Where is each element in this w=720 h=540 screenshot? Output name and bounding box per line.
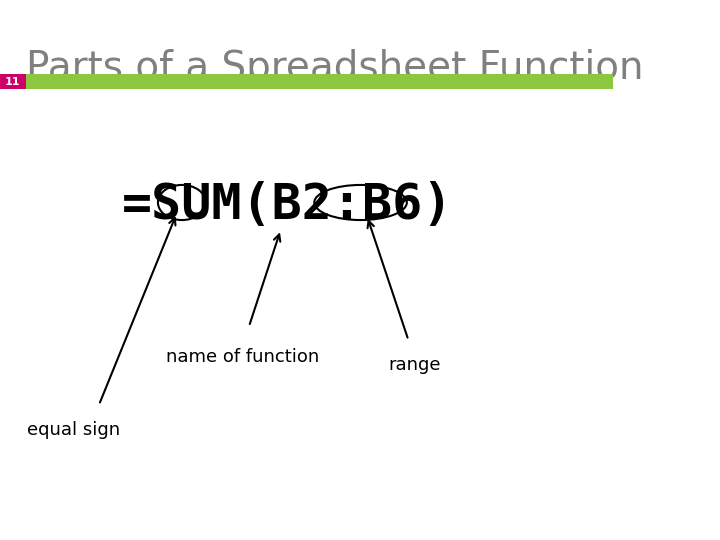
Text: equal sign: equal sign: [27, 421, 120, 439]
FancyBboxPatch shape: [25, 74, 613, 89]
Text: range: range: [389, 356, 441, 374]
Text: 11: 11: [5, 77, 20, 86]
Text: Parts of a Spreadsheet Function: Parts of a Spreadsheet Function: [25, 49, 643, 86]
Text: name of function: name of function: [166, 348, 319, 366]
FancyBboxPatch shape: [0, 74, 25, 89]
Text: =SUM(B2:B6): =SUM(B2:B6): [122, 181, 453, 229]
